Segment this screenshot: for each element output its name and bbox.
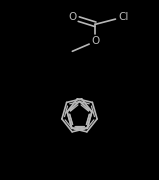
Text: O: O xyxy=(91,36,100,46)
Text: Cl: Cl xyxy=(118,12,128,22)
Text: O: O xyxy=(68,12,76,22)
